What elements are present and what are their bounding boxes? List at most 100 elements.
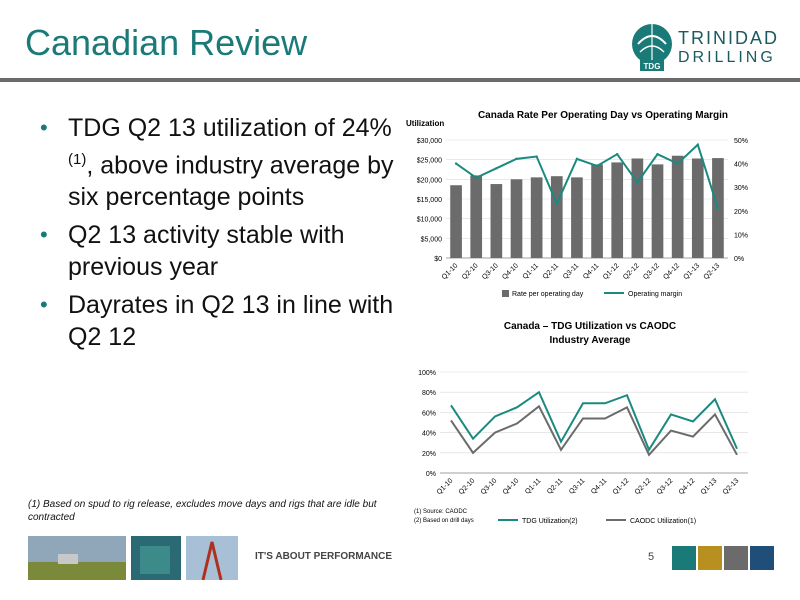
- bar: [591, 164, 603, 258]
- margin-point: [535, 155, 538, 158]
- y2-tick-label: 40%: [734, 162, 748, 169]
- bar: [470, 175, 483, 258]
- margin-point: [716, 207, 720, 210]
- x-tick-label: Q1-12: [602, 262, 621, 281]
- margin-point: [656, 152, 659, 156]
- bullet-dot-icon: •: [40, 292, 48, 318]
- y-tick-label: $0: [434, 256, 442, 263]
- bar: [691, 158, 704, 258]
- x-tick-label: Q1-10: [441, 262, 460, 281]
- x-tick-label: Q1-13: [700, 477, 719, 496]
- x-tick-label: Q4-12: [662, 262, 681, 281]
- caodc-utilization-line: [450, 404, 738, 457]
- bar: [651, 164, 664, 258]
- trinidad-drilling-logo: TDG TRINIDAD DRILLING: [632, 24, 779, 71]
- x-tick-label: Q2-13: [703, 262, 722, 281]
- y-tick-label: $20,000: [417, 177, 442, 184]
- x-tick-label: Q4-11: [590, 477, 608, 495]
- x-tick-label: Q1-11: [524, 477, 542, 495]
- chart-title-line1: Canada – TDG Utilization vs CAODC: [504, 321, 676, 332]
- y-tick-label: 0%: [426, 471, 436, 478]
- logo-line1: TRINIDAD: [678, 28, 779, 48]
- legend-label: Operating margin: [628, 291, 682, 298]
- bar: [631, 158, 644, 258]
- margin-point: [575, 157, 579, 161]
- chart-title-line2: Industry Average: [550, 335, 631, 346]
- y-axis-label: Utilization: [406, 119, 444, 128]
- margin-point: [595, 164, 599, 168]
- footnote: (1) Based on spud to rig release, exclud…: [28, 499, 377, 523]
- logo-badge: TDG: [644, 62, 661, 71]
- y-tick-label: $5,000: [421, 236, 443, 243]
- y-tick-label: $30,000: [417, 138, 442, 145]
- footer-square-teal: [672, 546, 696, 570]
- margin-point: [676, 162, 679, 165]
- y-tick-label: 20%: [422, 451, 436, 458]
- legend-swatch-bar: [502, 290, 509, 297]
- logo-line2: DRILLING: [678, 49, 776, 66]
- bullet-item: • TDG Q2 13 utilization of 24%(1), above…: [40, 114, 394, 212]
- x-tick-label: Q3-10: [480, 477, 499, 496]
- footer-tagline: IT'S ABOUT PERFORMANCE: [255, 551, 393, 562]
- x-tick-label: Q4-10: [501, 262, 520, 281]
- margin-line: [455, 142, 719, 209]
- margin-point: [454, 162, 458, 165]
- bar: [490, 184, 503, 258]
- chart-note: (2) Based on drill days: [414, 518, 474, 524]
- rate-margin-chart: Canada Rate Per Operating Day vs Operati…: [406, 110, 748, 298]
- bar: [571, 177, 583, 258]
- x-tick-label: Q4-11: [582, 262, 600, 280]
- x-tick-label: Q1-10: [436, 477, 455, 496]
- margin-point: [616, 152, 619, 156]
- tdg-utilization-line: [450, 390, 738, 452]
- legend-label: CAODC Utilization(1): [630, 518, 696, 525]
- x-tick-label: Q1-12: [612, 477, 631, 496]
- x-tick-label: Q3-12: [656, 477, 675, 496]
- page-title: Canadian Review: [25, 22, 308, 63]
- y-tick-label: 80%: [422, 390, 436, 397]
- bar: [450, 185, 462, 258]
- x-tick-label: Q1-13: [682, 262, 701, 281]
- x-tick-label: Q2-10: [458, 477, 477, 496]
- footer-photo-strip: [28, 536, 238, 580]
- x-tick-label: Q4-10: [502, 477, 521, 496]
- y2-tick-label: 30%: [734, 185, 748, 192]
- footer-square-gold: [698, 546, 722, 570]
- x-tick-label: Q3-10: [481, 262, 500, 281]
- legend-label: Rate per operating day: [512, 291, 584, 298]
- bullet-dot-icon: •: [40, 115, 48, 140]
- x-tick-label: Q2-13: [722, 477, 741, 496]
- page-number: 5: [648, 551, 655, 563]
- x-tick-label: Q3-11: [562, 262, 580, 280]
- x-tick-label: Q3-11: [568, 477, 586, 495]
- bullet-list: • TDG Q2 13 utilization of 24%(1), above…: [38, 112, 398, 359]
- x-tick-label: Q2-11: [546, 477, 564, 495]
- y-tick-label: 40%: [422, 431, 436, 438]
- margin-point: [495, 167, 498, 170]
- x-tick-label: Q3-12: [642, 262, 661, 281]
- bar: [611, 162, 624, 258]
- y-tick-label: 60%: [422, 410, 436, 417]
- footer-square-gray: [724, 546, 748, 570]
- y2-tick-label: 20%: [734, 209, 748, 216]
- x-tick-label: Q2-11: [542, 262, 560, 280]
- bar: [530, 177, 543, 258]
- x-tick-label: Q1-11: [522, 262, 540, 280]
- y-tick-label: 100%: [418, 370, 436, 377]
- chart-title: Canada Rate Per Operating Day vs Operati…: [478, 110, 728, 121]
- margin-point: [696, 143, 699, 146]
- bar: [550, 176, 563, 258]
- y-tick-label: $10,000: [417, 217, 442, 224]
- y2-tick-label: 50%: [734, 138, 748, 145]
- margin-point: [636, 181, 639, 184]
- x-tick-label: Q2-10: [461, 262, 480, 281]
- chart-note: (1) Source: CAODC: [414, 509, 468, 515]
- bullet-item: • Dayrates in Q2 13 in line with Q2 12: [40, 291, 394, 352]
- y-tick-label: $15,000: [417, 197, 442, 204]
- bar: [671, 155, 684, 258]
- footer-square-navy: [750, 546, 774, 570]
- margin-point: [475, 176, 478, 179]
- bullet-dot-icon: •: [40, 222, 48, 248]
- margin-point: [555, 202, 558, 205]
- y2-tick-label: 10%: [734, 232, 748, 239]
